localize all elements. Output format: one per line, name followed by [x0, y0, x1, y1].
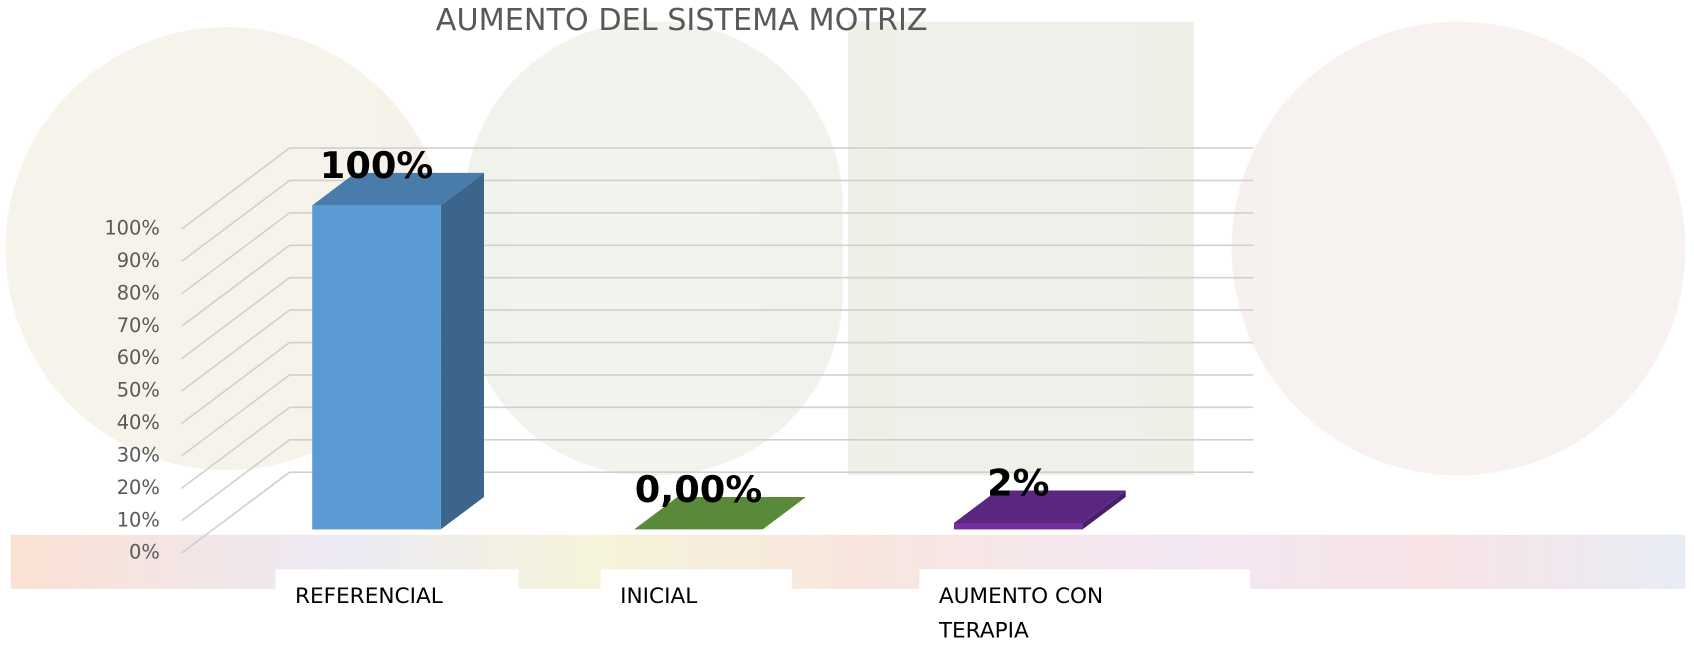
bar-front: [312, 205, 441, 529]
y-tick-label: 70%: [117, 314, 160, 337]
category-label-box: REFERENCIAL: [295, 578, 462, 644]
y-tick-label: 80%: [117, 281, 160, 304]
x-tick-label: INICIAL: [620, 578, 736, 613]
y-tick-label: 90%: [117, 249, 160, 272]
y-tick-label: 100%: [104, 217, 160, 240]
y-tick-label: 10%: [117, 508, 160, 531]
y-tick-label: 20%: [117, 476, 160, 499]
y-tick-label: 30%: [117, 443, 160, 466]
y-tick-label: 0%: [129, 541, 160, 564]
value-label: 0,00%: [635, 468, 762, 511]
y-tick-label: 50%: [117, 379, 160, 402]
page: {"chart_data": {"type": "bar3d", "title"…: [0, 0, 1694, 644]
bar-side: [441, 173, 484, 530]
y-tick-label: 40%: [117, 411, 160, 434]
category-label-box: INICIAL: [620, 578, 736, 644]
category-label-box: AUMENTO CON TERAPIA: [939, 578, 1194, 644]
x-tick-label: AUMENTO CON TERAPIA: [939, 578, 1194, 644]
value-label: 100%: [320, 144, 433, 187]
value-label: 2%: [987, 462, 1049, 505]
x-tick-label: REFERENCIAL: [295, 578, 462, 613]
chart-title: AUMENTO DEL SISTEMA MOTRIZ: [436, 3, 928, 38]
y-tick-label: 60%: [117, 346, 160, 369]
color-band: [11, 535, 1686, 589]
chart: AUMENTO DEL SISTEMA MOTRIZ 0% 10% 20% 30% 40…: [0, 0, 1694, 644]
bar-front: [954, 523, 1083, 529]
